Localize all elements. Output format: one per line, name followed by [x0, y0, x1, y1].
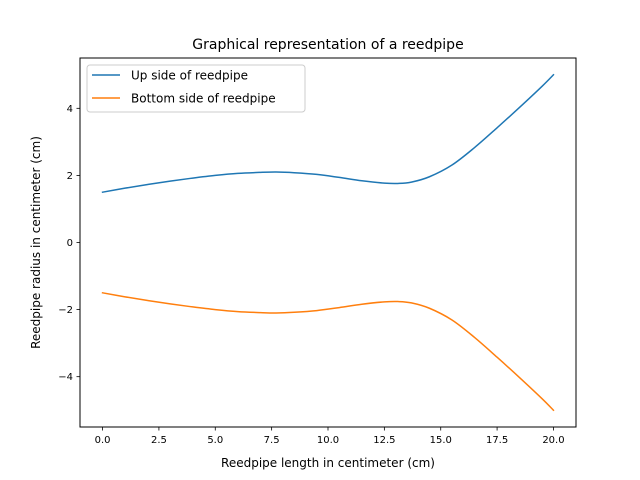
- legend-box: [86, 64, 306, 113]
- x-tick-label: 5.0: [207, 435, 223, 446]
- plot-area: [101, 73, 555, 412]
- x-tick-label: 15.0: [430, 435, 452, 446]
- axes-frame: [79, 57, 577, 428]
- y-tick-label: 0: [67, 238, 73, 249]
- legend-label-up: Up side of reedpipe: [131, 69, 248, 83]
- x-tick-label: 17.5: [486, 435, 508, 446]
- x-tick-label: 20.0: [542, 435, 564, 446]
- x-axis-label: Reedpipe length in centimeter (cm): [221, 456, 435, 470]
- y-axis-label: Reedpipe radius in centimeter (cm): [29, 136, 43, 349]
- y-tick-label: −2: [58, 305, 73, 316]
- y-axis-ticks: −4 −2 0 2 4: [58, 104, 80, 383]
- legend: Up side of reedpipe Bottom side of reedp…: [86, 64, 306, 113]
- y-tick-label: −4: [58, 372, 73, 383]
- x-tick-label: 12.5: [373, 435, 395, 446]
- y-tick-label: 4: [67, 104, 73, 115]
- legend-label-bottom: Bottom side of reedpipe: [131, 92, 276, 106]
- y-tick-label: 2: [67, 171, 73, 182]
- chart-title: Graphical representation of a reedpipe: [192, 37, 463, 53]
- x-tick-label: 0.0: [95, 435, 111, 446]
- x-tick-label: 10.0: [317, 435, 339, 446]
- x-tick-label: 7.5: [264, 435, 280, 446]
- x-axis-ticks: 0.0 2.5 5.0 7.5 10.0 12.5 15.0 17.5 20.0: [95, 427, 565, 446]
- x-tick-label: 2.5: [151, 435, 167, 446]
- series-line-bottom-side: [101, 291, 555, 412]
- series-line-up-side: [101, 73, 555, 194]
